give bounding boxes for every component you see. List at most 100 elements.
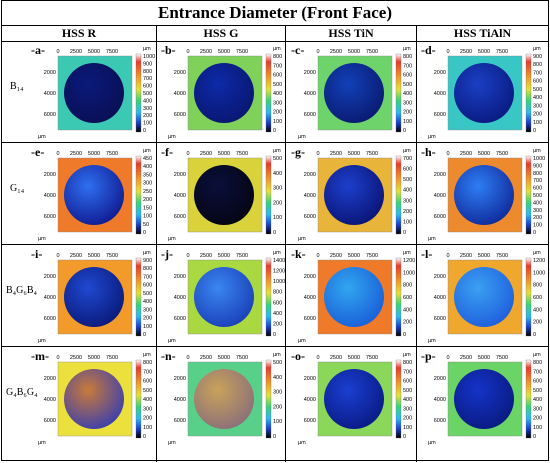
y-tick-label: 6000 xyxy=(434,112,446,118)
x-tick-label: 5000 xyxy=(218,355,230,361)
hole-region xyxy=(64,369,124,429)
scale-tick-label: 0 xyxy=(143,128,146,134)
scale-tick-label: 0 xyxy=(273,434,276,440)
scale-tick-label: 300 xyxy=(143,181,152,187)
panel-p: 0 2500 5000 7500 2000 4000 6000 µm µm 800 700 600 50… xyxy=(418,348,546,448)
scale-tick-label: 500 xyxy=(403,82,412,88)
y-tick-label: 2000 xyxy=(304,376,316,382)
y-tick-label: 2000 xyxy=(434,376,446,382)
x-tick-label: 0 xyxy=(56,151,59,157)
x-tick-label: 0 xyxy=(56,355,59,361)
row-label-b14: B₁₄ xyxy=(10,81,24,92)
scale-tick-label: 600 xyxy=(273,300,282,306)
row-label-b4g6b4: B₄G₆B₄ xyxy=(6,285,38,296)
x-tick-label: 5000 xyxy=(478,355,490,361)
x-tick-label: 0 xyxy=(316,253,319,259)
panel-label: -f- xyxy=(160,145,174,160)
scale-tick-label: 200 xyxy=(403,320,412,326)
x-tick-label: 5000 xyxy=(218,253,230,259)
scale-tick-label: 300 xyxy=(403,198,412,204)
y-tick-label: 6000 xyxy=(434,316,446,322)
axis-unit: µm xyxy=(38,338,46,344)
scale-tick-label: 600 xyxy=(533,379,542,385)
x-tick-label: 7500 xyxy=(366,151,378,157)
scale-tick-label: 200 xyxy=(533,320,542,326)
axis-unit: µm xyxy=(298,236,306,242)
scale-tick-label: 600 xyxy=(143,379,152,385)
scale-tick-label: 300 xyxy=(533,406,542,412)
y-tick-label: 4000 xyxy=(434,397,446,403)
scale-unit: µm xyxy=(143,46,151,52)
scale-tick-label: 600 xyxy=(403,167,412,173)
x-tick-label: 2500 xyxy=(460,151,472,157)
y-tick-label: 2000 xyxy=(304,70,316,76)
scale-tick-label: 0 xyxy=(143,332,146,338)
axis-unit: µm xyxy=(168,440,176,446)
scale-unit: µm xyxy=(273,250,281,256)
scale-tick-label: 100 xyxy=(533,223,542,229)
y-tick-label: 2000 xyxy=(174,70,186,76)
scale-tick-label: 400 xyxy=(403,91,412,97)
scale-tick-label: 100 xyxy=(403,425,412,431)
x-tick-label: 7500 xyxy=(496,49,508,55)
scale-unit: µm xyxy=(273,46,281,52)
axis-unit: µm xyxy=(428,440,436,446)
x-tick-label: 7500 xyxy=(236,253,248,259)
x-tick-label: 2500 xyxy=(460,49,472,55)
hole-region xyxy=(64,267,124,327)
y-tick-label: 6000 xyxy=(304,418,316,424)
scale-tick-label: 600 xyxy=(533,79,542,85)
scale-unit: µm xyxy=(143,250,151,256)
scale-tick-label: 200 xyxy=(273,110,282,116)
y-tick-label: 6000 xyxy=(44,316,56,322)
x-tick-label: 0 xyxy=(446,253,449,259)
panel-label: -p- xyxy=(420,349,437,364)
x-tick-label: 2500 xyxy=(330,253,342,259)
scale-tick-label: 0 xyxy=(273,230,276,236)
color-scale-bar xyxy=(525,53,532,133)
panel-m: 0 2500 5000 7500 2000 4000 6000 µm µm 800 700 600 50… xyxy=(28,348,156,448)
x-tick-label: 0 xyxy=(446,355,449,361)
scale-tick-label: 800 xyxy=(533,171,542,177)
scale-tick-label: 900 xyxy=(143,61,152,67)
scale-tick-label: 100 xyxy=(143,121,152,127)
x-tick-label: 7500 xyxy=(106,151,118,157)
grid-line xyxy=(156,25,157,462)
scale-tick-label: 200 xyxy=(403,110,412,116)
scale-tick-label: 600 xyxy=(403,379,412,385)
scale-tick-label: 200 xyxy=(143,197,152,203)
color-scale-bar xyxy=(135,155,142,235)
hole-region xyxy=(194,165,254,225)
panel-c: 0 2500 5000 7500 2000 4000 6000 µm µm 800 700 600 50… xyxy=(288,42,416,142)
scale-tick-label: 0 xyxy=(143,230,146,236)
scale-tick-label: 500 xyxy=(273,156,282,162)
panel-label: -o- xyxy=(290,349,306,364)
scale-tick-label: 400 xyxy=(273,375,282,381)
scale-unit: µm xyxy=(403,46,411,52)
y-tick-label: 4000 xyxy=(174,91,186,97)
x-tick-label: 0 xyxy=(316,49,319,55)
panel-label: -c- xyxy=(290,43,306,58)
hole-region xyxy=(324,267,384,327)
scale-tick-label: 600 xyxy=(533,186,542,192)
scale-tick-label: 600 xyxy=(403,295,412,301)
scale-tick-label: 100 xyxy=(403,219,412,225)
panel-o: 0 2500 5000 7500 2000 4000 6000 µm µm 800 700 600 50… xyxy=(288,348,416,448)
scale-tick-label: 200 xyxy=(533,112,542,118)
scale-tick-label: 400 xyxy=(143,164,152,170)
scale-tick-label: 0 xyxy=(273,128,276,134)
axis-unit: µm xyxy=(428,134,436,140)
scale-tick-label: 400 xyxy=(143,299,152,305)
panel-j: 0 2500 5000 7500 2000 4000 6000 µm µm 1400 1200 100… xyxy=(158,246,286,346)
row-label-g4b6g4: G₄B₆G₄ xyxy=(6,387,38,398)
scale-tick-label: 100 xyxy=(273,119,282,125)
y-tick-label: 6000 xyxy=(174,316,186,322)
x-tick-label: 5000 xyxy=(348,355,360,361)
scale-tick-label: 800 xyxy=(143,69,152,75)
scale-tick-label: 100 xyxy=(143,425,152,431)
scale-tick-label: 600 xyxy=(143,283,152,289)
hole-region xyxy=(454,267,514,327)
color-scale-bar xyxy=(395,257,402,337)
scale-tick-label: 100 xyxy=(403,119,412,125)
x-tick-label: 5000 xyxy=(478,49,490,55)
